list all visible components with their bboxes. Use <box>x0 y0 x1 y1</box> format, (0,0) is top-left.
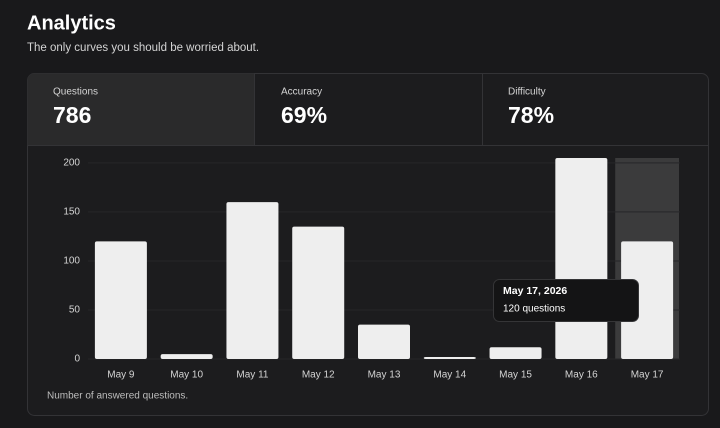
x-tick-label: May 14 <box>433 370 466 381</box>
y-tick-label: 200 <box>63 158 80 169</box>
x-tick-label: May 12 <box>302 370 335 381</box>
bar <box>94 241 147 359</box>
bar <box>358 324 410 359</box>
tab-label: Questions <box>53 87 98 98</box>
y-tick-label: 50 <box>69 305 81 316</box>
bar <box>160 354 213 359</box>
bar <box>226 202 279 359</box>
bar <box>292 226 345 359</box>
tab-value: 78% <box>508 102 554 128</box>
tab-label: Difficulty <box>508 87 546 98</box>
x-tick-label: May 13 <box>368 370 401 381</box>
card <box>27 73 709 416</box>
bar <box>489 347 542 359</box>
tab-label: Accuracy <box>281 87 322 98</box>
x-tick-label: May 16 <box>565 370 598 381</box>
chart-caption: Number of answered questions. <box>47 391 188 402</box>
tooltip <box>493 279 639 322</box>
page-subtitle: The only curves you should be worried ab… <box>27 42 259 54</box>
tab-value: 69% <box>281 102 327 128</box>
y-tick-label: 0 <box>74 354 80 365</box>
tab-hit[interactable] <box>27 74 254 145</box>
tab-hit[interactable] <box>255 74 482 145</box>
x-tick-label: May 15 <box>499 370 532 381</box>
x-tick-label: May 11 <box>236 370 268 381</box>
y-tick-label: 150 <box>63 207 80 218</box>
x-tick-label: May 17 <box>631 370 664 381</box>
page-title: Analytics <box>27 12 116 34</box>
tooltip-text: 120 questions <box>503 304 565 315</box>
active-tab[interactable] <box>27 73 255 146</box>
tooltip-date: May 17, 2026 <box>503 285 567 297</box>
bar <box>621 241 674 359</box>
tab-value: 786 <box>53 102 91 128</box>
bar <box>555 158 608 359</box>
tab-hit[interactable] <box>482 74 709 145</box>
y-tick-label: 100 <box>63 256 80 267</box>
bar <box>423 357 476 359</box>
x-tick-label: May 9 <box>107 370 135 381</box>
x-tick-label: May 10 <box>170 370 203 381</box>
